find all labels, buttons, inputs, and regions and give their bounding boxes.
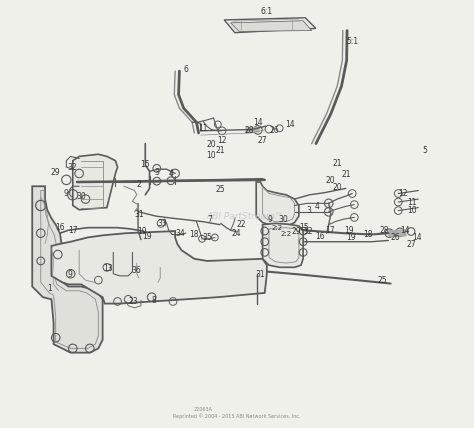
Text: 16: 16 (315, 232, 325, 241)
Text: 14: 14 (401, 226, 410, 235)
Text: 11: 11 (407, 198, 417, 207)
Text: 25: 25 (377, 276, 387, 285)
Text: 18: 18 (364, 230, 373, 239)
Text: 29: 29 (291, 227, 301, 236)
Text: 7: 7 (207, 214, 212, 223)
Text: 19: 19 (137, 226, 147, 235)
Text: 20: 20 (332, 183, 342, 192)
Text: 22063A: 22063A (193, 407, 212, 412)
Text: 27: 27 (258, 136, 267, 145)
Text: Reprinted © 2004 - 2015 ABI Network Services, Inc.: Reprinted © 2004 - 2015 ABI Network Serv… (173, 413, 301, 419)
Text: 21: 21 (332, 159, 342, 168)
Text: 11: 11 (198, 124, 208, 133)
Text: 18: 18 (190, 230, 199, 239)
Text: 21: 21 (215, 146, 225, 155)
Text: 32: 32 (304, 227, 313, 236)
Text: 3: 3 (155, 168, 160, 177)
Text: 17: 17 (68, 226, 78, 235)
Text: 30: 30 (278, 214, 288, 223)
Text: ABI PartStream™: ABI PartStream™ (207, 211, 284, 220)
Polygon shape (263, 223, 303, 268)
Text: 36: 36 (132, 266, 142, 275)
Text: 12: 12 (398, 189, 407, 198)
Text: 9: 9 (67, 270, 72, 279)
Polygon shape (224, 18, 316, 33)
Text: 20: 20 (325, 176, 335, 185)
Polygon shape (73, 154, 118, 210)
Polygon shape (51, 231, 267, 303)
Text: 13: 13 (103, 264, 113, 273)
Text: 2:2: 2:2 (280, 232, 291, 238)
Text: 15: 15 (300, 223, 309, 232)
Text: 9: 9 (63, 189, 68, 198)
Text: 4: 4 (168, 169, 173, 178)
Text: 6: 6 (183, 65, 188, 74)
Text: 26: 26 (391, 233, 401, 242)
Polygon shape (256, 182, 299, 227)
Text: 17: 17 (325, 226, 335, 235)
Polygon shape (230, 21, 312, 31)
Text: 2:2: 2:2 (272, 225, 283, 231)
Text: 28: 28 (379, 226, 389, 235)
Text: 31: 31 (255, 270, 265, 279)
Text: 5:1: 5:1 (346, 37, 358, 46)
Text: 25: 25 (215, 185, 225, 194)
Text: 27: 27 (406, 240, 416, 249)
Text: 2: 2 (137, 181, 141, 190)
Text: 33: 33 (157, 219, 167, 228)
Text: 26: 26 (270, 126, 279, 135)
Text: 32: 32 (67, 163, 77, 172)
Text: 31: 31 (134, 210, 144, 220)
Text: 24: 24 (231, 229, 241, 238)
Text: 5: 5 (422, 146, 427, 155)
Text: 10: 10 (207, 151, 216, 160)
Text: 6:1: 6:1 (261, 7, 273, 16)
Polygon shape (32, 186, 102, 353)
Text: 9: 9 (268, 214, 273, 223)
Text: 8: 8 (151, 296, 156, 305)
Text: 4: 4 (315, 202, 319, 211)
Text: 23: 23 (129, 297, 138, 306)
Text: 35: 35 (202, 233, 212, 242)
Text: 15: 15 (140, 160, 150, 169)
Text: 1: 1 (47, 284, 52, 293)
Text: 14: 14 (285, 120, 295, 129)
Text: 12: 12 (217, 136, 227, 145)
Text: 14: 14 (254, 118, 263, 127)
Text: 10: 10 (407, 206, 417, 215)
Text: 19: 19 (344, 226, 354, 235)
Text: 29: 29 (51, 168, 61, 177)
Text: 20: 20 (207, 140, 216, 149)
Text: 19: 19 (346, 233, 356, 242)
Text: 16: 16 (55, 223, 65, 232)
Text: 3: 3 (306, 206, 311, 215)
Text: 21: 21 (341, 170, 351, 179)
Text: 19: 19 (143, 232, 152, 241)
Text: 34: 34 (176, 229, 185, 238)
Text: 22: 22 (237, 220, 246, 229)
Text: 28: 28 (244, 126, 254, 135)
Text: 14: 14 (412, 233, 422, 242)
Text: 30: 30 (76, 192, 86, 201)
